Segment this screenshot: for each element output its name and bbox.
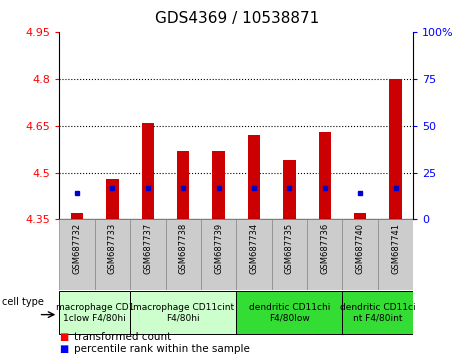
Bar (354, 213, 366, 219)
Text: GSM687734: GSM687734 (249, 223, 258, 274)
Bar (212, 151, 225, 219)
Text: GSM687732: GSM687732 (73, 223, 82, 274)
Bar (237, 291, 342, 333)
Text: macrophage CD1
1clow F4/80hi: macrophage CD1 1clow F4/80hi (56, 303, 134, 322)
Bar (342, 291, 413, 333)
Bar (307, 219, 342, 290)
Bar (59, 291, 130, 333)
Bar (319, 132, 331, 219)
Text: GSM687740: GSM687740 (356, 223, 365, 274)
Bar (71, 213, 83, 219)
Bar (165, 219, 201, 290)
Bar (142, 122, 154, 219)
Bar (248, 135, 260, 219)
Text: dendritic CD11chi
F4/80low: dendritic CD11chi F4/80low (249, 303, 330, 322)
Text: GSM687738: GSM687738 (179, 223, 188, 274)
Text: ■: ■ (59, 344, 68, 354)
Bar (283, 160, 295, 219)
Text: GDS4369 / 10538871: GDS4369 / 10538871 (155, 11, 320, 25)
Text: ■: ■ (59, 332, 68, 342)
Bar (342, 219, 378, 290)
Bar (106, 179, 119, 219)
Text: GSM687735: GSM687735 (285, 223, 294, 274)
Text: GSM687739: GSM687739 (214, 223, 223, 274)
Text: dendritic CD11ci
nt F4/80int: dendritic CD11ci nt F4/80int (340, 303, 416, 322)
Bar (272, 219, 307, 290)
Bar (378, 219, 413, 290)
Bar (130, 219, 166, 290)
Text: macrophage CD11cint
F4/80hi: macrophage CD11cint F4/80hi (133, 303, 234, 322)
Text: cell type: cell type (2, 297, 44, 307)
Text: GSM687733: GSM687733 (108, 223, 117, 274)
Bar (59, 219, 95, 290)
Bar (390, 79, 402, 219)
Text: GSM687737: GSM687737 (143, 223, 152, 274)
Text: transformed count: transformed count (74, 332, 171, 342)
Bar (130, 291, 237, 333)
Text: GSM687736: GSM687736 (320, 223, 329, 274)
Bar (177, 151, 190, 219)
Bar (237, 219, 272, 290)
Text: percentile rank within the sample: percentile rank within the sample (74, 344, 249, 354)
Bar (201, 219, 237, 290)
Bar (95, 219, 130, 290)
Text: GSM687741: GSM687741 (391, 223, 400, 274)
